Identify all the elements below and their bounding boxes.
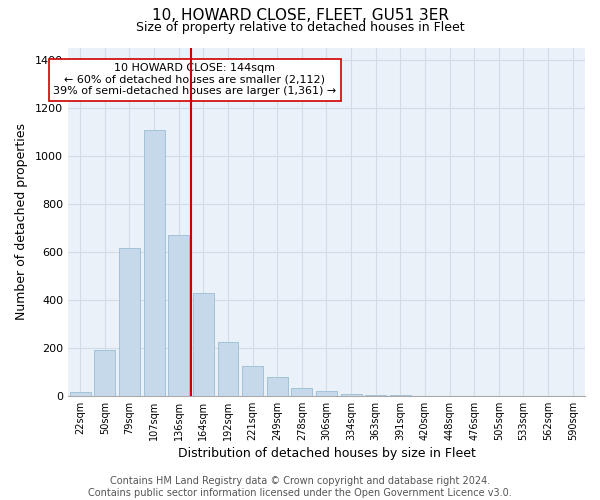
Bar: [193, 292, 214, 396]
Bar: [267, 376, 287, 396]
Bar: [365, 395, 386, 396]
X-axis label: Distribution of detached houses by size in Fleet: Distribution of detached houses by size …: [178, 447, 475, 460]
Text: Contains HM Land Registry data © Crown copyright and database right 2024.
Contai: Contains HM Land Registry data © Crown c…: [88, 476, 512, 498]
Text: Size of property relative to detached houses in Fleet: Size of property relative to detached ho…: [136, 21, 464, 34]
Bar: [242, 366, 263, 396]
Bar: [70, 392, 91, 396]
Bar: [94, 350, 115, 396]
Text: 10 HOWARD CLOSE: 144sqm
← 60% of detached houses are smaller (2,112)
39% of semi: 10 HOWARD CLOSE: 144sqm ← 60% of detache…: [53, 63, 336, 96]
Y-axis label: Number of detached properties: Number of detached properties: [15, 123, 28, 320]
Text: 10, HOWARD CLOSE, FLEET, GU51 3ER: 10, HOWARD CLOSE, FLEET, GU51 3ER: [151, 8, 449, 22]
Bar: [316, 390, 337, 396]
Bar: [341, 394, 362, 396]
Bar: [119, 248, 140, 396]
Bar: [143, 130, 164, 396]
Bar: [168, 235, 189, 396]
Bar: [292, 388, 313, 396]
Bar: [218, 342, 238, 396]
